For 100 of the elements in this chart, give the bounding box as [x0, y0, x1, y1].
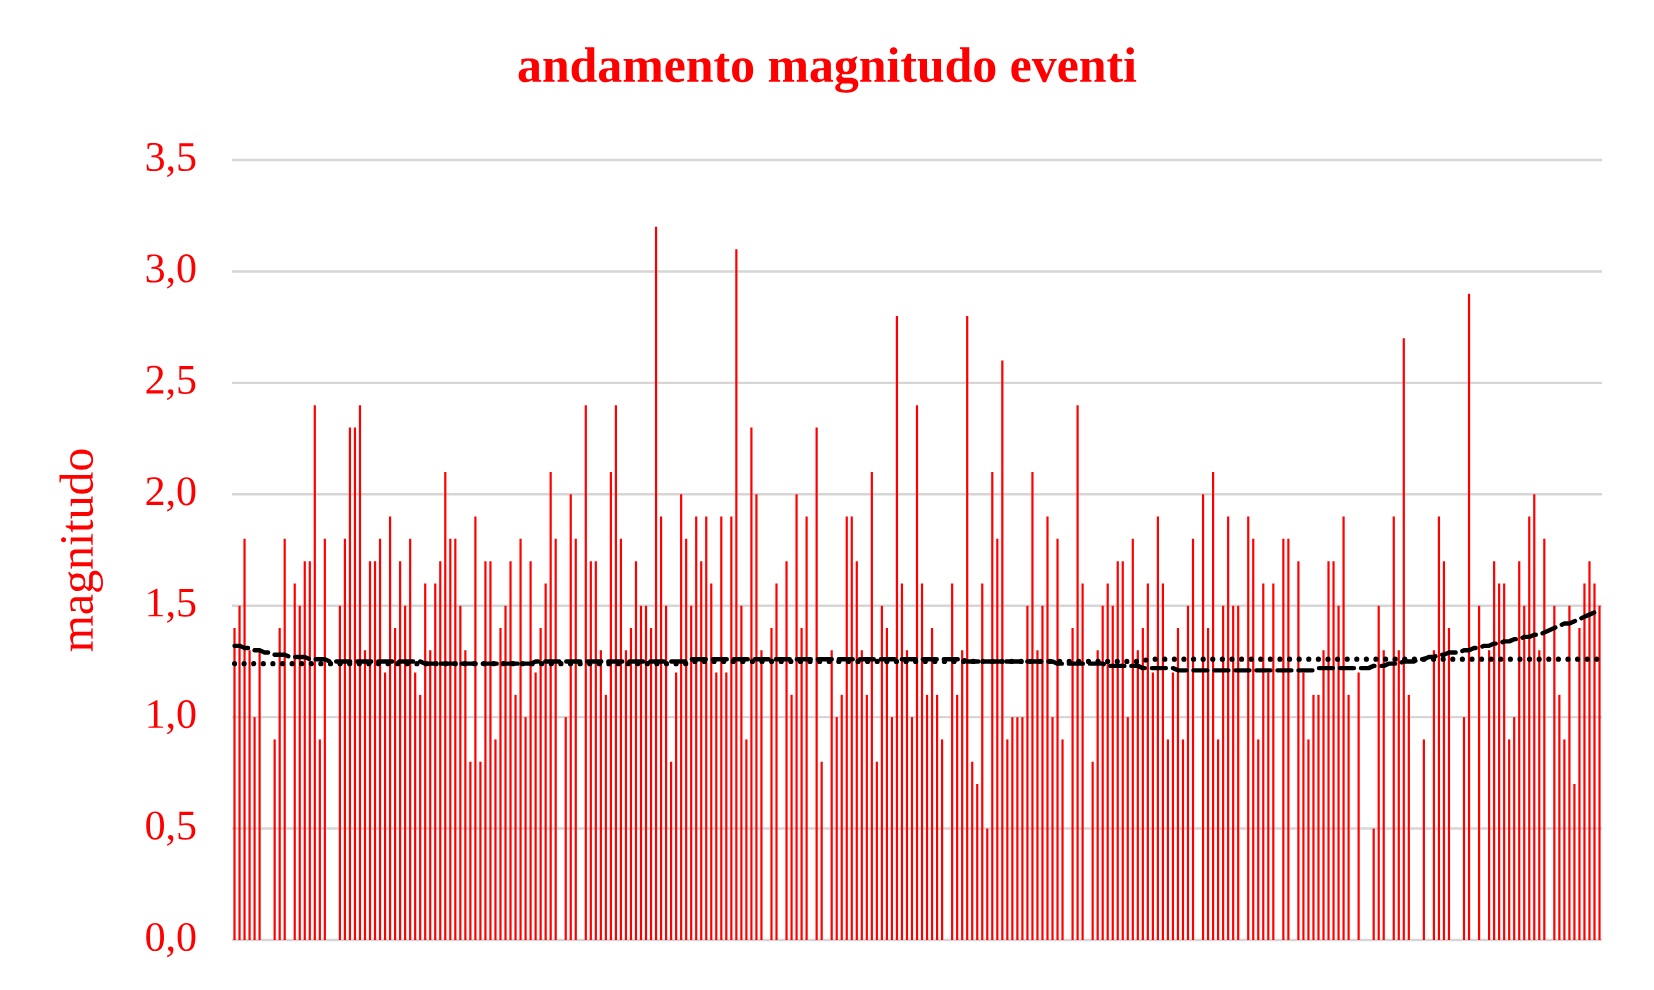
- bar: [775, 583, 778, 940]
- bar: [484, 561, 487, 940]
- bar: [760, 650, 763, 940]
- bar: [1372, 828, 1375, 940]
- bar: [248, 650, 251, 940]
- bar: [770, 628, 773, 940]
- bar: [439, 561, 442, 940]
- bar: [850, 516, 853, 940]
- bar: [1111, 605, 1114, 940]
- bar: [529, 561, 532, 940]
- bar: [574, 538, 577, 940]
- bar: [1397, 650, 1400, 940]
- chart-title: andamento magnitudo eventi: [518, 47, 1137, 93]
- bar: [700, 561, 703, 940]
- bar: [675, 672, 678, 940]
- bar: [1447, 628, 1451, 940]
- bar: [1071, 628, 1074, 940]
- bar: [489, 561, 492, 940]
- bar: [479, 761, 482, 940]
- bar: [534, 672, 537, 940]
- bar: [1151, 672, 1154, 940]
- bar: [1437, 516, 1441, 940]
- bar: [1061, 739, 1064, 940]
- bar: [1232, 605, 1235, 940]
- bar: [1588, 561, 1591, 940]
- bar: [1317, 694, 1320, 940]
- bar: [875, 761, 878, 940]
- bar: [649, 628, 653, 940]
- bar: [941, 739, 944, 940]
- bar: [594, 561, 597, 940]
- bar: [1598, 605, 1601, 940]
- bar: [469, 761, 472, 940]
- bar: [644, 605, 648, 940]
- y-tick-label: 2,5: [146, 365, 196, 400]
- bar: [564, 717, 567, 940]
- bar: [1488, 650, 1491, 940]
- bar: [725, 672, 728, 940]
- bar: [1006, 739, 1009, 940]
- bar: [1543, 538, 1546, 940]
- y-tick-label: 3,0: [146, 254, 196, 289]
- bar: [459, 605, 462, 940]
- bar: [900, 583, 904, 940]
- bar: [1131, 538, 1134, 940]
- bar: [233, 628, 236, 940]
- bar: [1101, 605, 1104, 940]
- bar: [1021, 717, 1024, 940]
- bar: [1031, 472, 1034, 940]
- bar: [1126, 717, 1129, 940]
- bar: [504, 605, 507, 940]
- bar: [1036, 650, 1039, 940]
- bar: [890, 717, 894, 940]
- bar: [1011, 717, 1014, 940]
- bar: [1206, 628, 1210, 940]
- bar: [654, 226, 658, 940]
- bar: [1357, 672, 1360, 940]
- bar: [1322, 650, 1325, 940]
- bar: [434, 583, 437, 940]
- bar: [1146, 583, 1149, 940]
- bar: [1578, 628, 1581, 940]
- bar: [1156, 516, 1159, 940]
- bar: [755, 494, 758, 940]
- bar: [690, 605, 693, 940]
- bar: [971, 761, 974, 940]
- bar: [303, 561, 306, 940]
- bar: [258, 650, 261, 940]
- bar: [519, 538, 522, 940]
- bar: [363, 650, 367, 940]
- bar: [895, 316, 899, 940]
- bar: [670, 761, 673, 940]
- bar: [1297, 561, 1300, 940]
- bar: [1051, 717, 1054, 940]
- bar: [1508, 739, 1511, 940]
- bar: [1056, 538, 1059, 940]
- y-tick-label: 0,5: [146, 811, 196, 846]
- bar: [1568, 605, 1571, 940]
- bar: [715, 672, 718, 940]
- bar: [474, 516, 477, 940]
- bar: [1407, 694, 1410, 940]
- bar: [996, 538, 999, 940]
- bar: [1181, 739, 1185, 940]
- bar: [1518, 561, 1521, 940]
- bar: [710, 583, 713, 940]
- bar: [318, 739, 321, 940]
- bar: [609, 472, 612, 940]
- bar: [1573, 784, 1576, 940]
- bar: [454, 538, 457, 940]
- bar: [1513, 717, 1516, 940]
- bar: [1016, 717, 1019, 940]
- bar: [524, 717, 527, 940]
- bar: [464, 650, 467, 940]
- bar: [910, 717, 914, 940]
- y-tick-label: 3,5: [146, 142, 196, 178]
- bar: [1247, 516, 1250, 940]
- bar: [835, 717, 838, 940]
- bar: [1091, 761, 1094, 940]
- bar: [1041, 605, 1044, 940]
- bar: [1186, 605, 1190, 940]
- bar: [870, 472, 873, 940]
- bar: [494, 739, 497, 940]
- bar: [1563, 739, 1566, 940]
